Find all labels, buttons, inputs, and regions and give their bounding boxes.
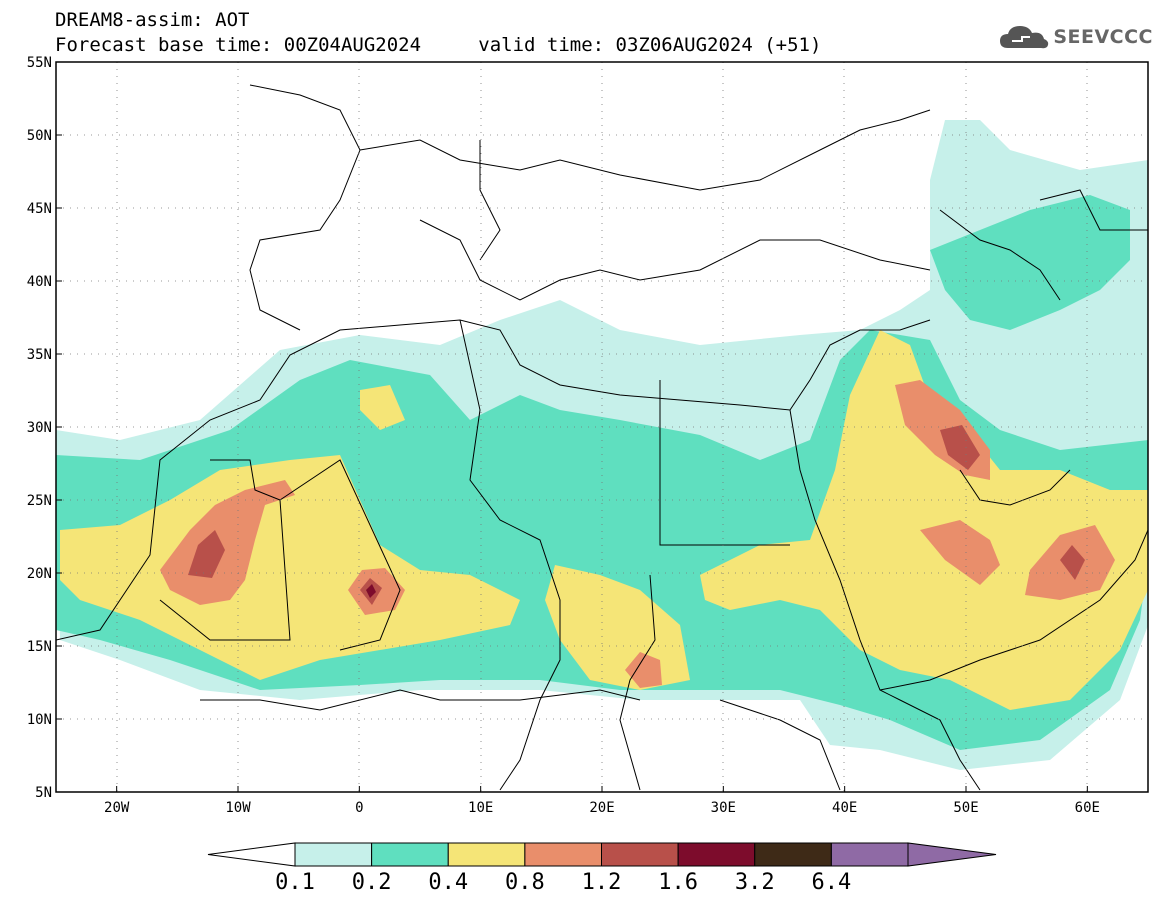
lat-label: 5N	[35, 785, 52, 801]
aot-band-02-caspian	[930, 195, 1130, 330]
lat-label: 10N	[27, 712, 52, 728]
colorbar-label: 0.2	[351, 870, 392, 895]
colorbar-low-arrow	[207, 842, 296, 867]
lon-label: 30E	[711, 800, 736, 816]
colorbar-label: 0.8	[505, 870, 545, 895]
lat-label: 50N	[27, 128, 52, 144]
aot-band-16-niger	[366, 584, 376, 598]
aot-colorbar	[207, 842, 997, 867]
colorbar-high-arrow	[907, 842, 997, 867]
lon-label: 20E	[589, 800, 614, 816]
colorbar-swatch	[524, 842, 602, 867]
aot-band-12-iraq	[940, 425, 980, 470]
aot-band-12-mauritania	[188, 530, 225, 578]
lon-label: 40E	[832, 800, 857, 816]
colorbar-swatch	[830, 842, 909, 867]
lat-label: 20N	[27, 566, 52, 582]
lat-label: 55N	[27, 55, 52, 71]
colorbar-swatch	[294, 842, 373, 867]
aot-band-08-arabia	[920, 520, 1000, 585]
aot-band-08-chad	[625, 652, 662, 688]
logo-text: SEEVCCC	[1053, 26, 1153, 48]
colorbar-swatch	[371, 842, 449, 867]
colorbar-swatch	[601, 842, 679, 867]
aot-band-04-arabia	[700, 330, 1148, 710]
aot-band-04-libya	[360, 385, 405, 430]
seevccc-logo: SEEVCCC	[998, 22, 1153, 52]
colorbar-swatch	[447, 842, 526, 867]
base-time: Forecast base time: 00Z04AUG2024	[55, 34, 422, 56]
lon-label: 60E	[1075, 800, 1100, 816]
lon-label: 10W	[225, 800, 251, 816]
lat-label: 25N	[27, 493, 52, 509]
aot-band-12-oman	[1060, 545, 1085, 580]
valid-time: valid time: 03Z06AUG2024 (+51)	[478, 34, 822, 56]
lat-label: 30N	[27, 420, 52, 436]
aot-band-04	[60, 455, 520, 680]
lon-label: 0	[355, 800, 363, 816]
colorbar-swatch	[677, 842, 756, 867]
colorbar-swatch	[754, 842, 832, 867]
map-title: DREAM8-assim: AOT	[55, 9, 250, 31]
lat-label: 15N	[27, 639, 52, 655]
colorbar-label: 0.1	[275, 870, 315, 895]
lon-label: 20W	[104, 800, 130, 816]
forecast-times: Forecast base time: 00Z04AUG2024 valid t…	[55, 35, 821, 55]
cloud-icon	[1000, 26, 1049, 49]
lon-tick-labels: 20W 10W 0 10E 20E 30E 40E 50E 60E	[104, 786, 1100, 816]
colorbar-label: 1.2	[581, 870, 622, 895]
lat-tick-labels: 5N 10N 15N 20N 25N 30N 35N 40N 45N 50N 55N	[27, 55, 62, 801]
colorbar-label: 1.6	[658, 870, 698, 895]
grid-lines	[56, 62, 1148, 792]
lat-label: 35N	[27, 347, 52, 363]
lat-label: 45N	[27, 201, 52, 217]
colorbar-label: 6.4	[811, 870, 852, 895]
country-borders	[56, 84, 1148, 791]
colorbar-label: 3.2	[734, 870, 775, 895]
colorbar-label: 0.4	[428, 870, 469, 895]
lat-label: 40N	[27, 274, 52, 290]
lon-label: 10E	[468, 800, 493, 816]
lon-label: 50E	[953, 800, 978, 816]
